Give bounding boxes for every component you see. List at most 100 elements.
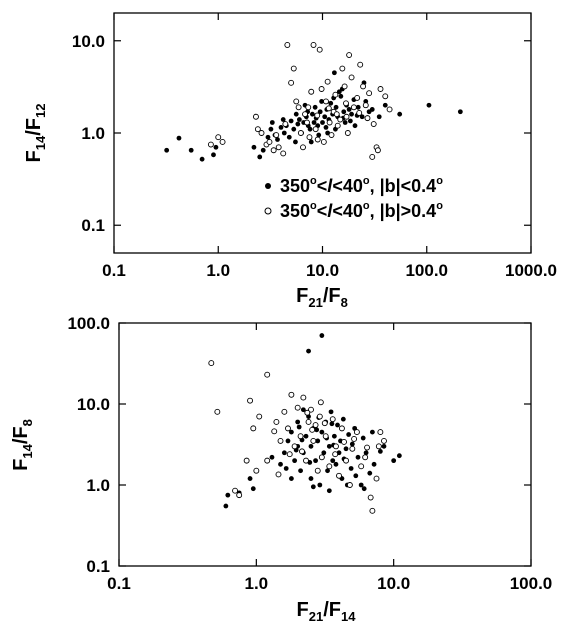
bottom-point-filled bbox=[358, 482, 364, 488]
top-point-open bbox=[362, 102, 369, 109]
top-point-open bbox=[318, 86, 325, 92]
top-point-filled bbox=[211, 152, 216, 158]
bottom-point-open bbox=[367, 494, 374, 501]
bottom-point-filled bbox=[288, 429, 294, 435]
top-point-filled bbox=[457, 109, 463, 115]
top-point-open bbox=[295, 104, 302, 111]
bottom-point-filled bbox=[396, 453, 402, 459]
bottom-point-filled bbox=[292, 458, 298, 464]
bottom-point-filled bbox=[225, 492, 231, 498]
top-point-filled bbox=[322, 114, 328, 120]
bottom-point-filled bbox=[348, 466, 354, 471]
bottom-point-open bbox=[362, 454, 369, 461]
top-point-filled bbox=[281, 130, 287, 136]
bottom-point-open bbox=[314, 467, 321, 474]
bottom-point-filled bbox=[314, 427, 320, 433]
bottom-point-open bbox=[349, 445, 356, 452]
bottom-point-open bbox=[286, 451, 293, 458]
bottom-point-open bbox=[369, 507, 376, 514]
top-point-open bbox=[369, 153, 376, 160]
bottom-point-open bbox=[317, 399, 324, 406]
top-point-filled bbox=[346, 107, 352, 112]
bottom-point-open bbox=[341, 439, 347, 445]
top-point-open bbox=[348, 74, 355, 81]
bottom-point-filled bbox=[308, 443, 314, 449]
bottom-point-open bbox=[236, 492, 243, 499]
top-point-filled bbox=[293, 111, 299, 117]
bottom-point-filled bbox=[278, 461, 283, 467]
bottom-point-filled bbox=[391, 458, 397, 464]
top-point-filled bbox=[355, 104, 361, 110]
bottom-point-open bbox=[250, 425, 257, 432]
top-point-open bbox=[312, 126, 319, 133]
bottom-point-open bbox=[310, 437, 317, 444]
bottom-point-open bbox=[309, 426, 316, 433]
top-point-open bbox=[333, 111, 340, 118]
top-point-filled bbox=[188, 147, 194, 153]
bottom-point-open bbox=[308, 406, 314, 413]
top-point-open bbox=[219, 138, 226, 145]
top-point-filled bbox=[213, 144, 219, 150]
bottom-point-filled bbox=[361, 486, 367, 492]
bottom-point-open bbox=[364, 444, 370, 451]
bottom-point-filled bbox=[326, 488, 332, 494]
top-point-open bbox=[282, 121, 289, 128]
bottom-point-filled bbox=[328, 409, 334, 415]
top-point-open bbox=[382, 93, 389, 100]
legend-marker-filled bbox=[265, 183, 271, 189]
bottom-x-tick-label: 0.1 bbox=[107, 574, 131, 593]
top-point-open bbox=[337, 116, 344, 123]
top-point-open bbox=[308, 88, 315, 95]
top-points bbox=[164, 42, 463, 162]
top-point-filled bbox=[311, 120, 317, 125]
bottom-point-filled bbox=[333, 461, 339, 467]
bottom-point-filled bbox=[308, 476, 314, 481]
bottom-point-open bbox=[373, 475, 380, 482]
top-point-filled bbox=[331, 70, 337, 76]
top-y-tick-label: 10.0 bbox=[72, 32, 105, 51]
bottom-point-filled bbox=[331, 433, 337, 439]
bottom-point-filled bbox=[369, 429, 375, 435]
top-point-filled bbox=[333, 104, 339, 110]
bottom-point-filled bbox=[349, 441, 355, 447]
top-point-filled bbox=[293, 139, 298, 145]
top-point-filled bbox=[342, 120, 348, 125]
legend: 350o<l<40o, |b|<0.4o 350o<l<40o, |b|>0.4… bbox=[264, 175, 443, 221]
bottom-point-filled bbox=[377, 448, 383, 454]
bottom-point-open bbox=[312, 422, 319, 428]
top-point-filled bbox=[291, 126, 297, 132]
top-point-open bbox=[325, 105, 332, 112]
top-point-filled bbox=[260, 147, 266, 153]
top-point-filled bbox=[316, 132, 322, 138]
bottom-point-filled bbox=[296, 424, 302, 430]
top-point-filled bbox=[312, 104, 318, 110]
bottom-point-filled bbox=[313, 458, 318, 464]
top-point-open bbox=[328, 132, 335, 139]
bottom-point-open bbox=[232, 487, 239, 494]
top-point-open bbox=[323, 98, 329, 105]
bottom-point-open bbox=[300, 394, 307, 401]
top-point-filled bbox=[164, 147, 170, 153]
bottom-point-filled bbox=[281, 450, 287, 456]
top-point-filled bbox=[426, 102, 432, 108]
top-point-filled bbox=[323, 125, 329, 130]
bottom-point-open bbox=[243, 457, 250, 464]
top-point-open bbox=[334, 122, 341, 129]
bottom-point-open bbox=[381, 437, 387, 444]
bottom-point-open bbox=[273, 419, 280, 425]
top-point-filled bbox=[369, 107, 375, 112]
top-y-tick-label: 0.1 bbox=[81, 216, 105, 235]
bottom-x-tick-label: 100.0 bbox=[510, 574, 553, 593]
top-point-filled bbox=[352, 123, 358, 129]
bottom-y-tick-label: 1.0 bbox=[86, 476, 110, 495]
top-point-filled bbox=[275, 137, 280, 142]
bottom-point-filled bbox=[269, 454, 275, 460]
bottom-y-tick-label: 0.1 bbox=[86, 557, 110, 576]
bottom-points bbox=[208, 333, 402, 514]
bottom-point-filled bbox=[381, 443, 387, 449]
bottom-point-open bbox=[336, 472, 342, 479]
bottom-point-open bbox=[288, 391, 295, 398]
top-point-open bbox=[293, 98, 300, 105]
top-point-filled bbox=[309, 111, 315, 117]
